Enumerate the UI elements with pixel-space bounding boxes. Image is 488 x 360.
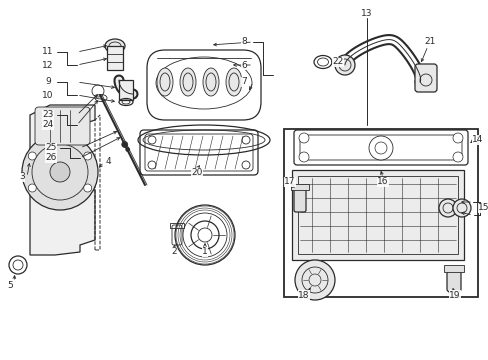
Circle shape: [83, 184, 92, 192]
Text: 9: 9: [45, 77, 51, 86]
Circle shape: [50, 162, 70, 182]
Circle shape: [298, 152, 308, 162]
Text: 11: 11: [42, 48, 54, 57]
Text: 14: 14: [471, 135, 483, 144]
Circle shape: [298, 133, 308, 143]
Circle shape: [452, 199, 470, 217]
Text: 16: 16: [376, 177, 388, 186]
Text: 8: 8: [241, 37, 246, 46]
Circle shape: [28, 184, 36, 192]
Ellipse shape: [180, 68, 196, 96]
Polygon shape: [30, 105, 95, 255]
FancyBboxPatch shape: [35, 107, 90, 145]
Text: 22: 22: [332, 58, 343, 67]
Bar: [297, 176, 457, 254]
Text: 23: 23: [42, 111, 54, 120]
Text: 24: 24: [42, 121, 54, 130]
Circle shape: [334, 55, 354, 75]
Circle shape: [22, 134, 98, 210]
FancyBboxPatch shape: [446, 270, 460, 292]
Ellipse shape: [105, 39, 125, 53]
Circle shape: [83, 152, 92, 160]
Text: 1: 1: [202, 248, 207, 256]
Bar: [119, 80, 133, 100]
Text: 2: 2: [171, 248, 177, 256]
Text: 13: 13: [361, 9, 372, 18]
Bar: [291, 170, 463, 260]
Bar: [284, 129, 477, 297]
Text: 19: 19: [448, 291, 460, 300]
Circle shape: [125, 148, 129, 152]
FancyBboxPatch shape: [293, 188, 305, 212]
Text: 26: 26: [45, 153, 57, 162]
Text: 7: 7: [241, 77, 246, 86]
Text: 20: 20: [191, 168, 202, 177]
Text: 21: 21: [424, 37, 435, 46]
Bar: [170, 223, 183, 228]
Circle shape: [28, 152, 36, 160]
Text: 25: 25: [45, 144, 57, 153]
Circle shape: [368, 136, 392, 160]
Bar: [107, 46, 123, 70]
Circle shape: [438, 199, 456, 217]
Text: 3: 3: [19, 172, 25, 181]
Text: 17: 17: [284, 177, 295, 186]
FancyBboxPatch shape: [414, 64, 436, 92]
Bar: [290, 184, 308, 190]
Text: 10: 10: [42, 90, 54, 99]
Circle shape: [122, 141, 127, 148]
Ellipse shape: [203, 68, 219, 96]
Text: 5: 5: [7, 280, 13, 289]
Text: 15: 15: [477, 203, 488, 212]
Text: 4: 4: [105, 157, 111, 166]
Ellipse shape: [157, 68, 173, 96]
Circle shape: [452, 152, 462, 162]
Text: 18: 18: [298, 291, 309, 300]
Ellipse shape: [225, 68, 242, 96]
Circle shape: [452, 133, 462, 143]
Circle shape: [294, 260, 334, 300]
Text: 12: 12: [42, 60, 54, 69]
Text: 6: 6: [241, 60, 246, 69]
Bar: [443, 265, 463, 272]
